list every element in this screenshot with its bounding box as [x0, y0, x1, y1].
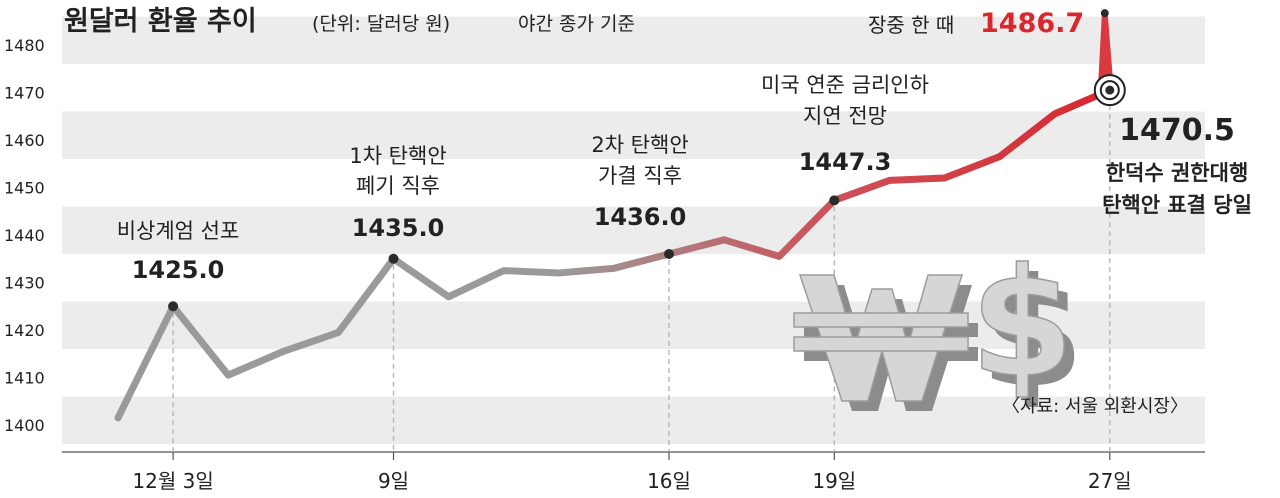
data-points: [168, 74, 1126, 312]
y-tick-label: 1400: [4, 416, 45, 435]
data-point: [388, 253, 399, 264]
annotation-text: 탄핵안 표결 당일: [1102, 193, 1252, 217]
svg-text:$: $: [970, 237, 1074, 411]
data-point: [664, 249, 674, 259]
source-note: 〈자료: 서울 외환시장〉: [1002, 396, 1188, 417]
x-tick-label: 27일: [1088, 469, 1132, 493]
y-tick-label: 1460: [4, 131, 45, 150]
annotation-text: 한덕수 권한대행: [1106, 161, 1249, 185]
y-tick-label: 1420: [4, 321, 45, 340]
grid-band: [62, 111, 1205, 159]
grid-band: [62, 16, 1205, 64]
target-ring-inner: [1099, 80, 1120, 101]
series-line-path: [114, 86, 1114, 422]
y-tick-label: 1470: [4, 84, 45, 103]
data-point: [168, 301, 179, 312]
won-dollar-symbol-icon: $ $: [793, 236, 1084, 421]
annotation-text: 폐기 직후: [356, 174, 440, 198]
x-tick-label: 9일: [378, 469, 409, 493]
annotation-text: 2차 탄핵안: [591, 133, 688, 157]
intraday-high-value: 1486.7: [980, 8, 1084, 39]
annotation-value: 1435.0: [352, 214, 445, 242]
y-tick-label: 1450: [4, 179, 45, 198]
data-point: [1105, 85, 1115, 95]
x-tick-label: 19일: [812, 469, 856, 493]
annotation-value: 1470.5: [1119, 113, 1235, 148]
unit-label: (단위: 달러당 원): [312, 13, 450, 35]
chart-title: 원달러 환율 추이: [64, 6, 257, 37]
intraday-high-label: 장중 한 때: [868, 13, 954, 37]
y-tick-label: 1480: [4, 36, 45, 55]
annotation-value: 1425.0: [132, 256, 225, 284]
annotation-text: 미국 연준 금리인하: [761, 73, 929, 97]
intraday-high-point: [1100, 9, 1109, 18]
annotation-value: 1436.0: [594, 203, 687, 231]
x-tick-label: 12월 3일: [132, 469, 213, 493]
subtitle: 야간 종가 기준: [518, 13, 635, 35]
x-tick-label: 16일: [647, 469, 691, 493]
data-point: [829, 195, 840, 206]
guide-lines: [172, 96, 1111, 452]
grid-bands: [62, 16, 1205, 444]
grid-band: [62, 206, 1205, 254]
y-tick-label: 1440: [4, 226, 45, 245]
annotation-text: 1차 탄핵안: [349, 144, 446, 168]
annotation-text: 가결 직후: [598, 164, 682, 188]
y-tick-label: 1430: [4, 274, 45, 293]
annotation-text: 비상계엄 선포: [117, 219, 240, 243]
x-axis: 12월 3일 9일 16일 19일 27일: [132, 452, 1132, 493]
y-axis: 1400 1410 1420 1430 1440 1450 1460 1470 1480: [4, 36, 45, 435]
annotation-text: 지연 전망: [803, 104, 887, 128]
y-tick-label: 1410: [4, 369, 45, 388]
annotation-value: 1447.3: [799, 148, 892, 176]
intraday-spike: [1097, 15, 1114, 91]
series-line: [114, 9, 1114, 422]
svg-text:$: $: [980, 247, 1084, 421]
grid-band: [62, 301, 1205, 349]
grid-band: [62, 396, 1205, 444]
